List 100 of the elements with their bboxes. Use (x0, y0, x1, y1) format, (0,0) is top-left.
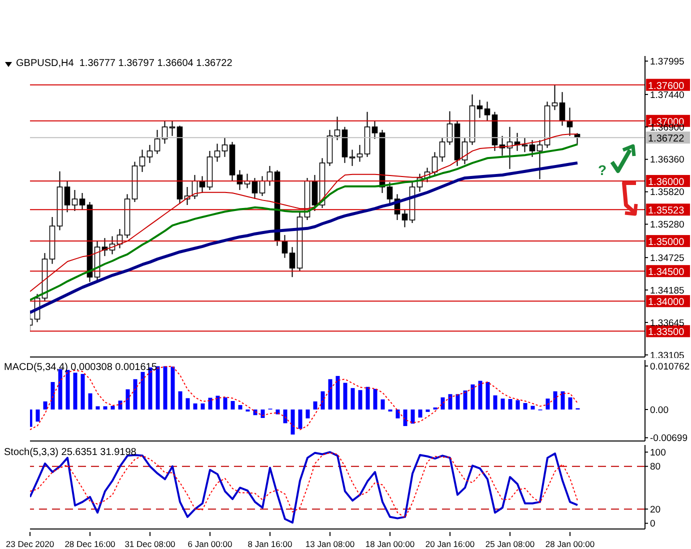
bar (118, 400, 122, 410)
x-tick-label: 20 Jan 16:00 (425, 539, 475, 549)
candlestick (154, 129, 160, 154)
x-tick-label: 31 Dec 08:00 (124, 539, 176, 549)
bar (320, 391, 325, 410)
ref-line-label: 1.36722 (648, 134, 685, 145)
bar (410, 409, 415, 424)
candlestick (146, 144, 153, 164)
bar (223, 397, 228, 410)
bar (478, 380, 482, 410)
bar (43, 401, 48, 410)
candlestick (64, 180, 70, 213)
candlestick (386, 182, 393, 206)
bar (516, 400, 520, 410)
bar (276, 409, 280, 414)
bar (380, 399, 385, 410)
bar (126, 389, 130, 410)
bar (140, 372, 145, 410)
bar (418, 409, 422, 418)
bar (396, 409, 400, 418)
bar (426, 409, 430, 412)
ref-line-label: 1.34500 (648, 267, 685, 278)
candlestick (72, 189, 78, 212)
bar (163, 366, 168, 410)
bar (306, 409, 310, 418)
chart-title: Stoch(5,3,3) 25.6351 31.9198 (4, 447, 136, 458)
candlestick (484, 101, 490, 122)
y-tick-label: 0 (650, 518, 656, 530)
candlestick (169, 120, 176, 136)
chart-title: MACD(5,34,4) 0.000308 0.001615 (4, 362, 157, 373)
y-tick-label: -0.00699 (650, 433, 688, 444)
candlestick (356, 144, 363, 162)
bar (36, 409, 40, 422)
bar (186, 398, 190, 410)
bar (216, 396, 220, 410)
bar (493, 395, 498, 410)
bar (156, 366, 160, 410)
y-tick-label: 20 (650, 504, 661, 516)
candlestick (536, 140, 543, 180)
bar (200, 403, 205, 410)
bar (110, 406, 115, 410)
bar (246, 409, 250, 412)
candlestick (439, 137, 446, 162)
bar (486, 382, 490, 410)
candlestick (372, 120, 378, 140)
bar (366, 386, 370, 410)
bar (508, 398, 512, 410)
bar (463, 390, 468, 410)
bar (230, 401, 235, 410)
ref-line-label: 1.35523 (648, 206, 685, 217)
y-tick-label: 0.00 (650, 404, 668, 416)
y-tick-label: 1.37440 (650, 90, 684, 101)
bar (66, 370, 70, 410)
bar (388, 409, 392, 412)
candlestick (432, 152, 438, 176)
y-tick-label: 0.010762 (650, 361, 690, 372)
bar (440, 397, 445, 410)
bar (560, 391, 565, 410)
bar (283, 409, 288, 424)
x-tick-label: 25 Jan 08:00 (485, 539, 535, 549)
annotation: ? (598, 162, 607, 178)
candlestick (214, 143, 220, 162)
bar (530, 406, 535, 410)
x-tick-label: 28 Jan 00:00 (545, 539, 595, 549)
candlestick (79, 192, 86, 210)
y-tick-label: 1.33105 (650, 350, 684, 362)
bar (500, 398, 505, 410)
y-tick-label: 1.37995 (650, 56, 684, 68)
ref-line-label: 1.37600 (648, 80, 685, 92)
candlestick (446, 110, 453, 146)
bar (523, 403, 528, 410)
ref-line-label: 1.33500 (648, 327, 685, 338)
x-tick-label: 6 Jan 00:00 (188, 539, 232, 549)
bar (350, 388, 355, 410)
ref-line-label: 1.35000 (648, 237, 685, 248)
y-tick-label: 1.34185 (650, 285, 684, 296)
bar (470, 384, 475, 410)
bar (170, 366, 175, 410)
bar (313, 401, 318, 410)
bar (238, 405, 242, 410)
bar (88, 393, 92, 410)
candlestick (289, 246, 296, 278)
bar (260, 409, 265, 418)
bar (546, 398, 550, 410)
bar (193, 403, 198, 410)
y-tick-label: 100 (650, 447, 666, 458)
bar (80, 374, 85, 410)
ref-line-label: 1.34000 (648, 297, 685, 308)
x-tick-label: 23 Dec 2020 (6, 539, 54, 549)
bar (290, 409, 295, 435)
bar (373, 388, 378, 410)
bar (208, 398, 212, 410)
candlestick (559, 92, 566, 126)
bar (448, 394, 452, 410)
candlestick (462, 137, 468, 165)
bar (568, 397, 572, 410)
bar (343, 382, 348, 410)
y-tick-label: 1.35280 (650, 220, 684, 231)
candlestick (529, 140, 536, 158)
x-tick-label: 28 Dec 16:00 (64, 539, 116, 549)
